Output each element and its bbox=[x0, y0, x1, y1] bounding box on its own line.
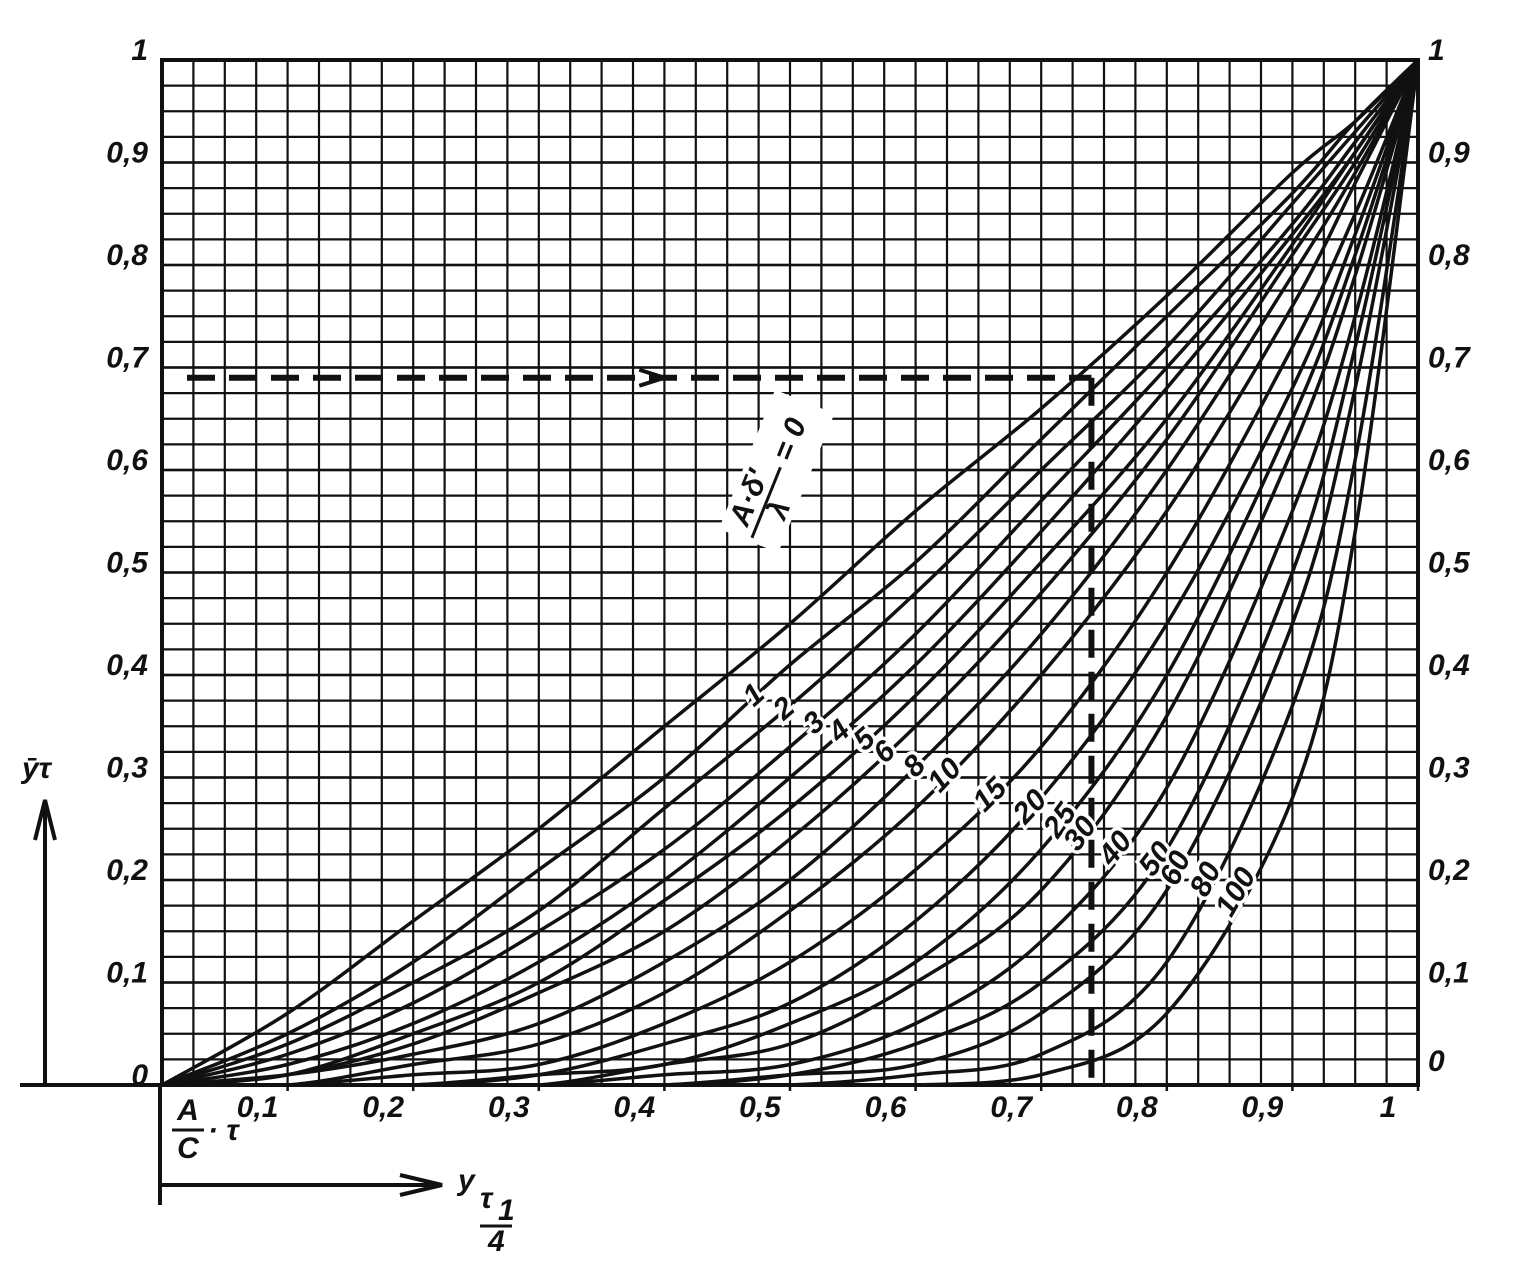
annotation-bg bbox=[718, 389, 835, 553]
x-arrow-head bbox=[399, 1173, 443, 1197]
reference-arrow bbox=[638, 367, 671, 388]
curve bbox=[161, 58, 1420, 1087]
origin-factor: · τ bbox=[208, 1114, 240, 1147]
y-tick-label: 0,5 bbox=[1428, 546, 1471, 579]
x-tick-label: 0,4 bbox=[614, 1091, 656, 1124]
y-tick-label: 1 bbox=[131, 34, 148, 67]
x-tick-label: 0,9 bbox=[1242, 1091, 1284, 1124]
y-tick-label: 0,2 bbox=[1428, 854, 1470, 887]
y-tick-label: 0,8 bbox=[1428, 239, 1470, 272]
curve bbox=[161, 59, 1420, 1087]
y-tick-label: 0,3 bbox=[1428, 751, 1470, 784]
x-axis-label-subden: 4 bbox=[487, 1225, 505, 1258]
origin-denominator: C bbox=[177, 1132, 200, 1165]
origin-numerator: A bbox=[176, 1094, 199, 1127]
x-tick-label: 0,2 bbox=[362, 1091, 404, 1124]
x-tick-label: 0,8 bbox=[1116, 1091, 1158, 1124]
curve bbox=[162, 59, 1420, 1087]
x-tick-label: 0,1 bbox=[237, 1091, 279, 1124]
y-tick-label: 0,3 bbox=[106, 751, 148, 784]
x-tick-label: 0,3 bbox=[488, 1091, 530, 1124]
curve bbox=[162, 59, 1420, 1087]
x-tick-label: 1 bbox=[1380, 1091, 1397, 1124]
x-axis-label: y bbox=[456, 1164, 476, 1197]
y-tick-label: 0,1 bbox=[106, 956, 148, 989]
y-tick-label: 0,4 bbox=[1428, 649, 1470, 682]
y-arrow-head bbox=[33, 799, 57, 841]
y-tick-label: 0,7 bbox=[1428, 341, 1471, 374]
x-tick-label: 0,6 bbox=[865, 1091, 907, 1124]
y-tick-label: 0,5 bbox=[106, 546, 149, 579]
curve bbox=[162, 59, 1420, 1087]
annotation-bar bbox=[750, 466, 782, 539]
y-tick-label: 0,6 bbox=[106, 444, 148, 477]
y-axis-label: ȳτ bbox=[20, 752, 53, 785]
y-tick-label: 0,9 bbox=[1428, 136, 1470, 169]
curve-label: 10 bbox=[921, 752, 968, 799]
x-tick-label: 0,7 bbox=[990, 1091, 1033, 1124]
y-tick-label: 0,4 bbox=[106, 649, 148, 682]
y-tick-label: 0,9 bbox=[106, 136, 148, 169]
curve bbox=[161, 59, 1420, 1087]
curve bbox=[161, 59, 1420, 1087]
curve bbox=[161, 58, 1420, 1087]
curve-parameter: A·δ'λ=0 bbox=[718, 389, 835, 553]
curve bbox=[161, 58, 1420, 1087]
y-tick-label: 0,1 bbox=[1428, 956, 1470, 989]
curve bbox=[161, 59, 1420, 1087]
curve bbox=[161, 58, 1420, 1087]
y-tick-label: 0 bbox=[1428, 1045, 1445, 1078]
x-axis-label-sub: τ bbox=[480, 1182, 494, 1215]
y-tick-label: 0,6 bbox=[1428, 444, 1470, 477]
y-tick-label: 0,8 bbox=[106, 239, 148, 272]
x-tick-label: 0,5 bbox=[739, 1091, 782, 1124]
y-tick-label: 0,7 bbox=[106, 341, 149, 374]
y-tick-label: 1 bbox=[1428, 34, 1445, 67]
x-axis-label-subnum: 1 bbox=[498, 1194, 515, 1227]
y-tick-label: 0,2 bbox=[106, 854, 148, 887]
